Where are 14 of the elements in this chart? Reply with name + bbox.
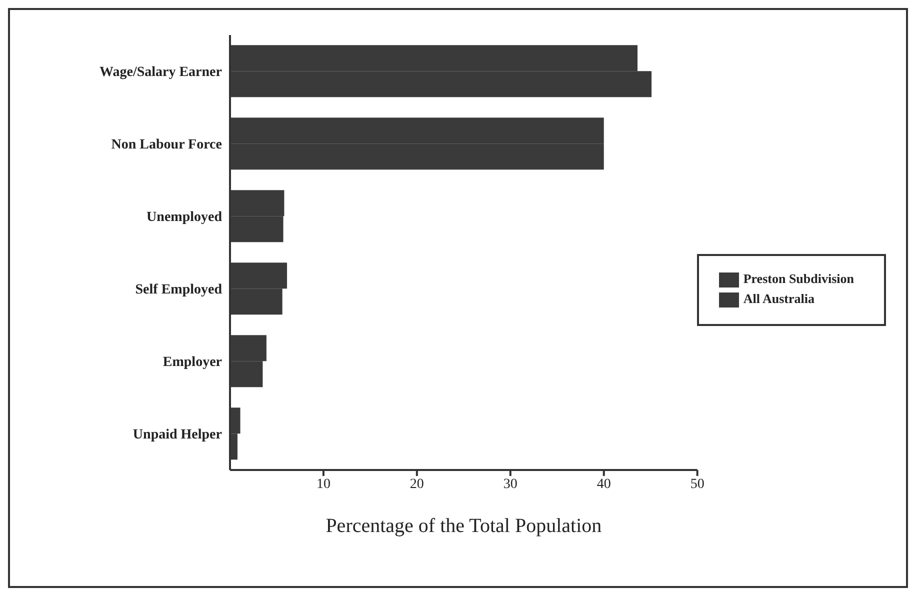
y-tick-label: Unemployed	[146, 210, 222, 226]
x-axis-title: Percentage of the Total Population	[326, 515, 602, 537]
y-tick-label: Self Employed	[135, 282, 222, 298]
y-tick-label: Unpaid Helper	[132, 428, 222, 443]
x-tick-label: 30	[503, 476, 518, 492]
y-tick-label: Wage/Salary Earner	[100, 65, 222, 80]
legend-label: All Australia	[743, 290, 814, 306]
legend-label: Preston Subdivision	[743, 270, 854, 286]
x-tick-label: 20	[410, 476, 424, 492]
x-tick-label: 40	[596, 476, 611, 492]
y-tick-label: Non Labour Force	[111, 138, 222, 153]
x-tick-label: 50	[690, 476, 704, 492]
x-tick-label: 10	[316, 476, 330, 492]
y-tick-label: Employer	[162, 355, 222, 370]
